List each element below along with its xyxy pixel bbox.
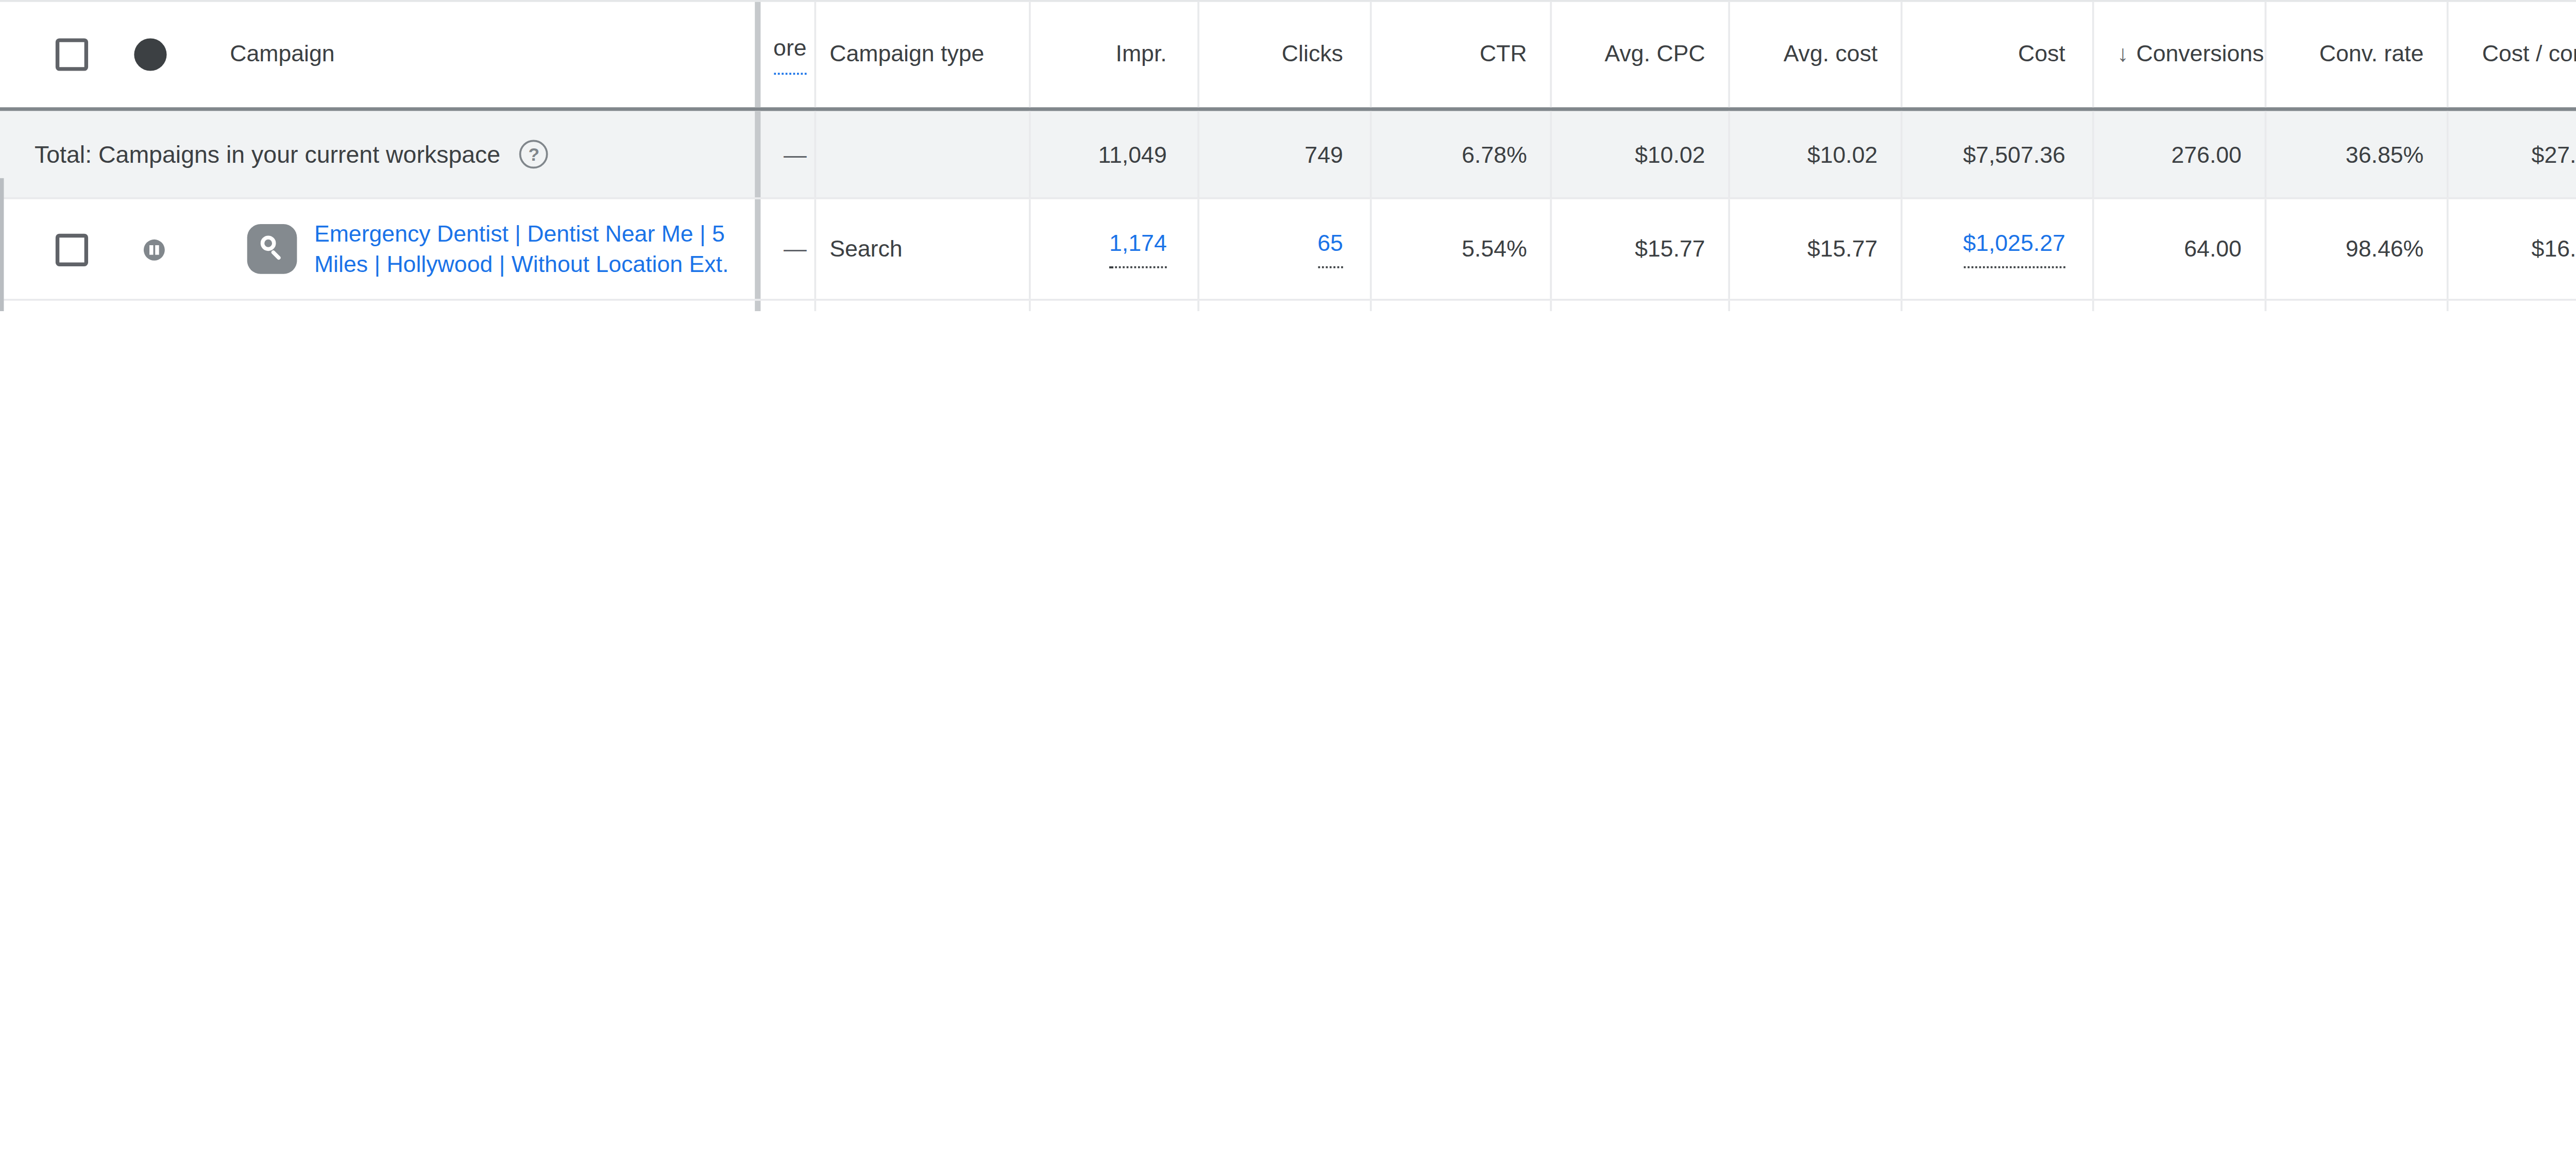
total-conv-rate: 36.85% [2265,111,2447,197]
campaign-link[interactable]: Emergency Dentist | Dentist Near Me | 5 … [314,218,755,280]
search-campaign-icon [247,224,297,274]
header-campaign-label[interactable]: Campaign [230,40,334,69]
opt-score-cell: — [760,199,814,299]
total-cost: $7,507.36 [1901,111,2092,197]
header-conv-rate[interactable]: Conv. rate [2265,2,2447,108]
conv-rate-cell: 98.46% [2265,199,2447,299]
total-avg-cost: $10.02 [1728,111,1901,197]
total-opt-score: — [760,111,814,197]
cost-cell: $569.10 [1901,301,2092,311]
header-campaign-type[interactable]: Campaign type [814,2,1029,108]
impressions-cell: 1,174 [1029,199,1197,299]
header-impressions[interactable]: Impr. [1029,2,1197,108]
avg-cost-cell: $15.77 [1728,199,1901,299]
table-row: Emergency Dentist | Dentist Near Me | 5 … [0,199,2576,301]
header-conversions[interactable]: ↓ Conversions [2092,2,2265,108]
campaign-type-cell: Search [814,199,1029,299]
left-scroll-indicator [0,178,4,311]
cost-per-conv-cell: $11.16 [2447,301,2576,311]
cost-cell: $1,025.27 [1901,199,2092,299]
avg-cpc-cell: $15.77 [1550,199,1728,299]
total-ctr: 6.78% [1370,111,1550,197]
total-impressions: 11,049 [1029,111,1197,197]
help-icon[interactable]: ? [519,140,548,168]
header-avg-cpc[interactable]: Avg. CPC [1550,2,1728,108]
table-row: 261222 | Emergency Dentist | Hollywood |… [0,301,2576,311]
impressions-cell: 239 [1029,301,1197,311]
header-cost-per-conv[interactable]: Cost / conv. [2447,2,2576,108]
conversions-cell: 64.00 [2092,199,2265,299]
sort-descending-icon: ↓ [2117,40,2128,69]
header-ctr[interactable]: CTR [1370,2,1550,108]
header-cost[interactable]: Cost [1901,2,2092,108]
total-conversions: 276.00 [2092,111,2265,197]
ctr-cell: 5.54% [1370,199,1550,299]
total-clicks: 749 [1197,111,1370,197]
ctr-cell: 12.55% [1370,301,1550,311]
total-campaign-type [814,111,1029,197]
status-paused-icon[interactable] [144,239,165,260]
select-all-checkbox[interactable] [56,38,88,71]
header-clicks[interactable]: Clicks [1197,2,1370,108]
impressions-link[interactable]: 1,174 [1109,231,1167,267]
header-avg-cost[interactable]: Avg. cost [1728,2,1901,108]
total-avg-cpc: $10.02 [1550,111,1728,197]
total-row: Total: Campaigns in your current workspa… [0,111,2576,199]
campaign-cell: Emergency Dentist | Dentist Near Me | 5 … [0,199,760,299]
status-filter-icon[interactable] [134,38,166,71]
total-label-cell: Total: Campaigns in your current workspa… [0,111,760,197]
header-optimization-score[interactable]: ore [760,2,814,108]
row-checkbox[interactable] [56,233,88,265]
table-header-row: Campaign ore Campaign type Impr. Clicks … [0,0,2576,111]
campaign-table: Campaign ore Campaign type Impr. Clicks … [0,0,2576,311]
clicks-link[interactable]: 65 [1317,231,1343,267]
clicks-cell: 65 [1197,199,1370,299]
header-campaign: Campaign [0,2,760,108]
conversions-cell: 51.00 [2092,301,2265,311]
avg-cost-cell: $18.97 [1728,301,1901,311]
opt-score-cell: 1% [760,301,814,311]
clicks-cell: 30 [1197,301,1370,311]
campaign-cell: 261222 | Emergency Dentist | Hollywood |… [0,301,760,311]
campaign-type-cell: Search [814,301,1029,311]
total-cost-per-conv: $27.20 [2447,111,2576,197]
total-label: Total: Campaigns in your current workspa… [35,141,500,167]
conv-rate-cell: 170.00% [2265,301,2447,311]
avg-cpc-cell: $18.97 [1550,301,1728,311]
cost-per-conv-cell: $16.02 [2447,199,2576,299]
cost-link[interactable]: $1,025.27 [1963,231,2065,267]
